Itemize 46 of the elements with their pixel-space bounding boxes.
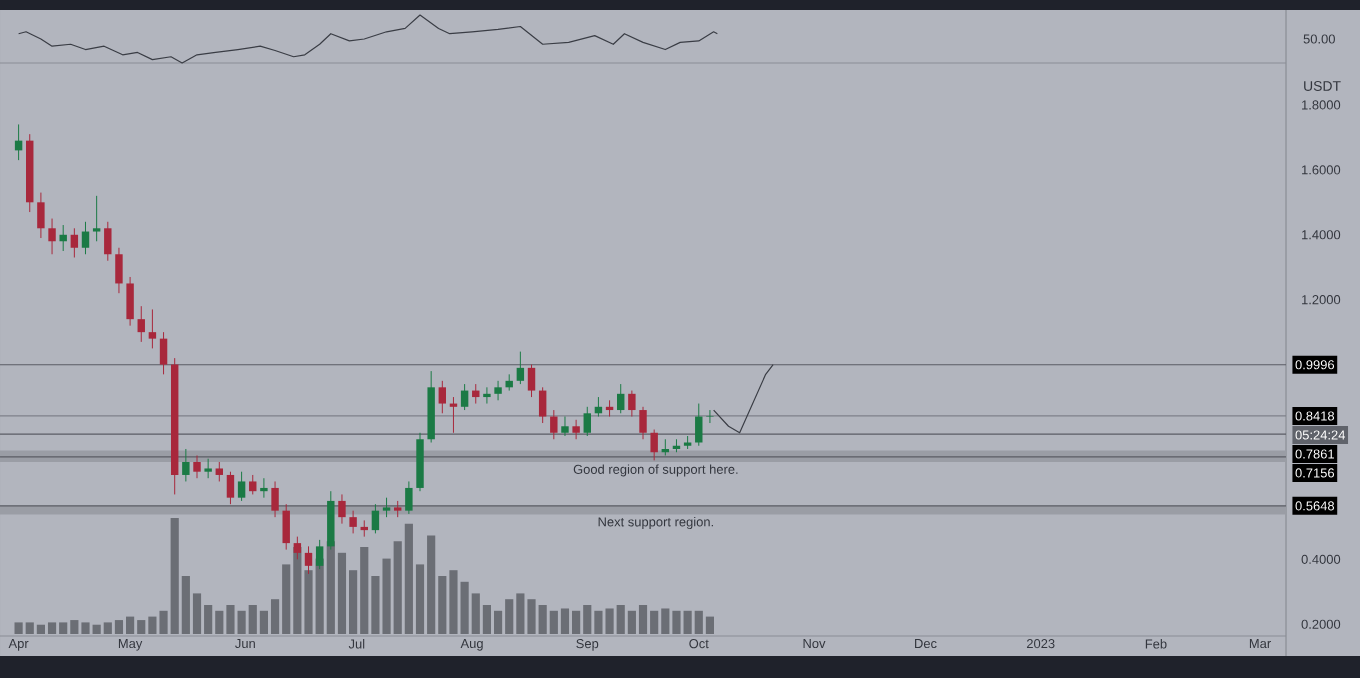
candlestick [382, 497, 391, 518]
line-series [713, 364, 774, 434]
candlestick [550, 409, 558, 440]
candlestick [293, 536, 302, 560]
candlestick [204, 458, 212, 479]
candlestick [561, 416, 569, 437]
candlestick [271, 480, 279, 518]
candlestick [639, 406, 647, 440]
candlestick [126, 276, 134, 327]
candlestick [260, 477, 268, 499]
candlestick [37, 192, 45, 239]
candlestick [538, 386, 547, 424]
candlestick [92, 195, 101, 242]
candlestick [338, 493, 346, 525]
candlestick [115, 247, 123, 294]
candlestick [104, 221, 112, 262]
candlestick [695, 403, 703, 447]
candlestick [48, 218, 56, 255]
candlestick [438, 380, 447, 414]
candlestick [483, 386, 491, 405]
candlestick [650, 429, 658, 461]
candlestick [137, 305, 145, 343]
candlestick [237, 471, 246, 502]
candlestick [494, 380, 502, 401]
candlestick [349, 510, 357, 534]
candlestick [628, 390, 636, 418]
candlestick [70, 227, 79, 258]
candlestick [371, 503, 380, 534]
candlestick [249, 474, 257, 495]
candlestick [193, 454, 201, 479]
candlestick [282, 503, 290, 551]
candlestick [182, 448, 190, 482]
candlestick [617, 383, 625, 414]
candlestick [706, 409, 714, 424]
candlestick [59, 224, 67, 252]
candlestick [81, 221, 90, 255]
candlestick [460, 383, 469, 411]
candlestick [226, 471, 235, 505]
candlestick [516, 351, 525, 385]
candlestick [527, 364, 536, 398]
candlestick [572, 419, 580, 440]
candlestick [148, 308, 157, 349]
candlestick [405, 480, 413, 515]
candlestick [215, 461, 224, 482]
candlestick [159, 331, 168, 375]
candlestick [583, 406, 591, 437]
